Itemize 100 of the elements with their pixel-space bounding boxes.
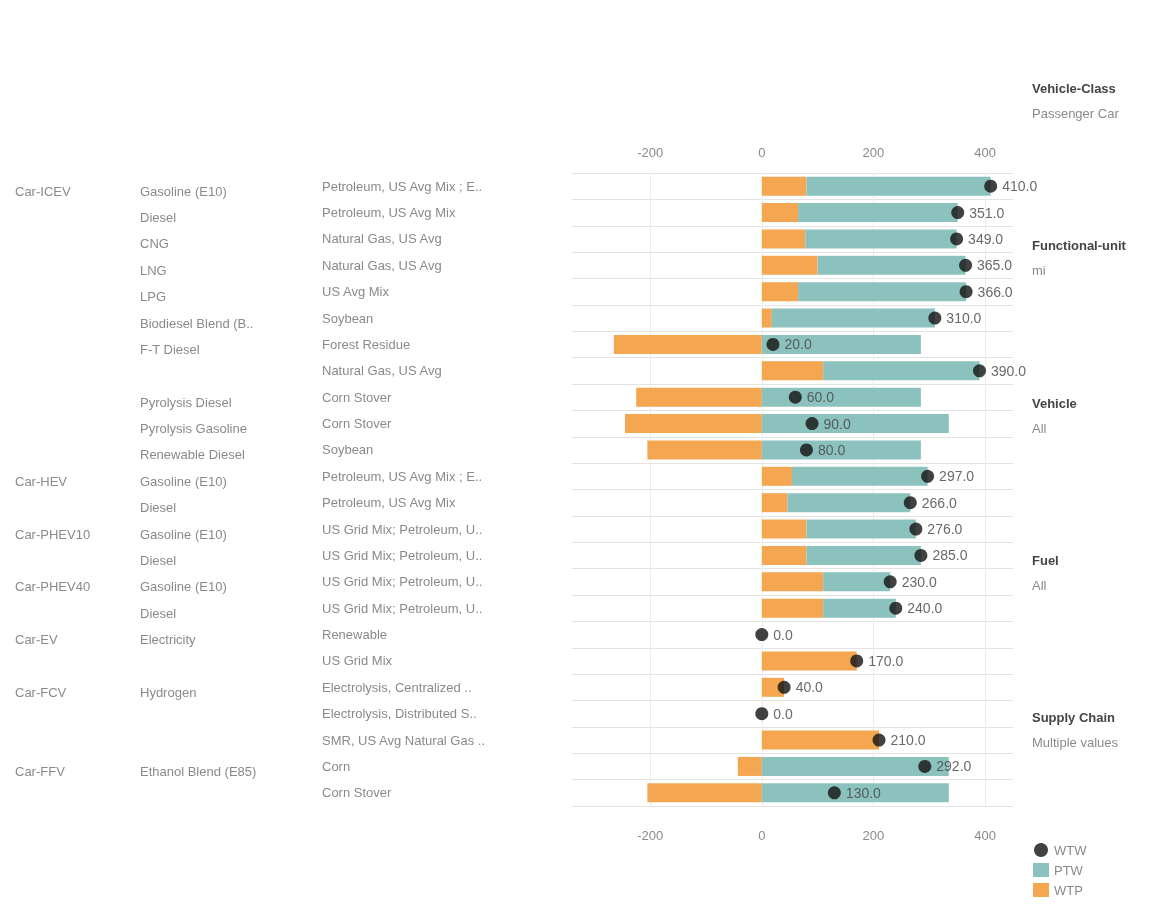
bar bbox=[761, 598, 824, 618]
bar bbox=[787, 493, 911, 513]
text: Vehicle-Class bbox=[1032, 81, 1116, 96]
data-label: 410.0 bbox=[1002, 178, 1038, 195]
bar bbox=[823, 361, 980, 381]
data-label: 0.0 bbox=[773, 626, 793, 643]
text: Pyrolysis Diesel bbox=[140, 394, 232, 410]
y-tick-label: US Grid Mix bbox=[322, 653, 393, 669]
text: Diesel bbox=[140, 210, 177, 226]
x2-tick-label: 200 bbox=[862, 828, 885, 843]
data-label: 285.0 bbox=[932, 547, 968, 564]
point bbox=[951, 206, 965, 220]
text: Passenger Car bbox=[1032, 106, 1120, 121]
data-label: 240.0 bbox=[907, 600, 943, 617]
y-tick-label: SMR, US Avg Natural Gas .. bbox=[322, 732, 486, 748]
bar bbox=[761, 572, 824, 592]
point bbox=[903, 496, 917, 510]
y-tick-label: Soybean bbox=[322, 310, 374, 326]
point bbox=[766, 337, 780, 351]
y-tick-label: US Grid Mix; Petroleum, U.. bbox=[322, 600, 483, 616]
bar bbox=[806, 176, 991, 196]
text: F-T Diesel bbox=[140, 341, 200, 357]
bar bbox=[823, 572, 891, 592]
y-tick-label: Natural Gas, US Avg bbox=[322, 257, 442, 273]
text: Gasoline (E10) bbox=[140, 473, 227, 489]
text: Biodiesel Blend (B.. bbox=[140, 315, 254, 331]
x2-tick-label: 0 bbox=[758, 828, 766, 843]
point bbox=[909, 522, 923, 536]
point bbox=[921, 469, 935, 483]
point bbox=[827, 786, 841, 800]
bar bbox=[761, 282, 799, 302]
point bbox=[850, 654, 864, 668]
data-label: 349.0 bbox=[968, 230, 1004, 247]
bar bbox=[613, 334, 762, 354]
bar bbox=[771, 308, 935, 328]
data-label: 351.0 bbox=[969, 204, 1005, 221]
point bbox=[950, 232, 964, 246]
y-tick-label: Natural Gas, US Avg bbox=[322, 231, 442, 247]
bar bbox=[636, 387, 762, 407]
bar bbox=[761, 730, 880, 750]
bar bbox=[761, 783, 949, 803]
text: Diesel bbox=[140, 500, 177, 516]
bar bbox=[798, 203, 958, 223]
data-label: 390.0 bbox=[991, 362, 1027, 379]
x-tick-label: 200 bbox=[862, 145, 885, 160]
legend-label: WTP bbox=[1054, 882, 1083, 898]
y-tick-label: Forest Residue bbox=[322, 336, 411, 352]
bar bbox=[761, 387, 921, 407]
bar bbox=[823, 598, 896, 618]
point bbox=[889, 601, 903, 615]
data-label: 80.0 bbox=[817, 441, 846, 458]
text: Gasoline (E10) bbox=[140, 579, 227, 595]
x-tick-label: 0 bbox=[758, 145, 766, 160]
text: Car-EV bbox=[15, 632, 58, 648]
text: Renewable Diesel bbox=[140, 447, 245, 463]
legend-label: PTW bbox=[1054, 862, 1084, 878]
bar bbox=[761, 361, 824, 381]
bar bbox=[805, 229, 957, 249]
point bbox=[883, 575, 897, 589]
text: Pyrolysis Gasoline bbox=[140, 421, 247, 437]
bar bbox=[761, 334, 921, 354]
text: LNG bbox=[140, 262, 167, 278]
point bbox=[984, 179, 998, 193]
bar bbox=[761, 229, 806, 249]
x2-tick-label: 400 bbox=[974, 828, 996, 843]
y-tick-label: US Grid Mix; Petroleum, U.. bbox=[322, 574, 483, 590]
point bbox=[928, 311, 942, 325]
text: Electricity bbox=[140, 632, 197, 648]
text: Vehicle bbox=[1032, 395, 1077, 411]
point bbox=[973, 364, 987, 378]
point bbox=[777, 680, 791, 694]
y-tick-label: Soybean bbox=[322, 442, 374, 458]
y-tick-label: Petroleum, US Avg Mix bbox=[322, 205, 456, 221]
y-tick-label: Corn Stover bbox=[322, 416, 393, 432]
text: Car-PHEV10 bbox=[15, 526, 91, 542]
text: LPG bbox=[140, 289, 167, 305]
bar bbox=[625, 414, 762, 434]
legend-label: WTW bbox=[1054, 842, 1088, 858]
text: Hydrogen bbox=[140, 684, 197, 700]
data-label: 276.0 bbox=[927, 521, 963, 538]
text: Supply Chain bbox=[1032, 710, 1116, 725]
point bbox=[914, 548, 928, 562]
text: Car-ICEV bbox=[15, 183, 71, 199]
data-label: 210.0 bbox=[890, 732, 926, 749]
text: Diesel bbox=[140, 552, 177, 568]
y-tick-label: Natural Gas, US Avg bbox=[322, 363, 442, 379]
y-tick-label: Petroleum, US Avg Mix ; E.. bbox=[322, 178, 483, 194]
bar bbox=[761, 493, 788, 513]
y-tick-label: Electrolysis, Centralized .. bbox=[322, 679, 472, 695]
bar bbox=[761, 440, 921, 460]
text: Car-FFV bbox=[15, 763, 66, 779]
text: Fuel bbox=[1032, 552, 1059, 568]
text: Functional-unit bbox=[1032, 238, 1127, 254]
bar bbox=[798, 282, 967, 302]
text: Multiple values bbox=[1032, 735, 1119, 750]
bar bbox=[761, 519, 807, 539]
data-label: 90.0 bbox=[823, 415, 851, 432]
data-label: 310.0 bbox=[946, 310, 982, 327]
point bbox=[959, 285, 973, 299]
text: Diesel bbox=[140, 605, 177, 621]
